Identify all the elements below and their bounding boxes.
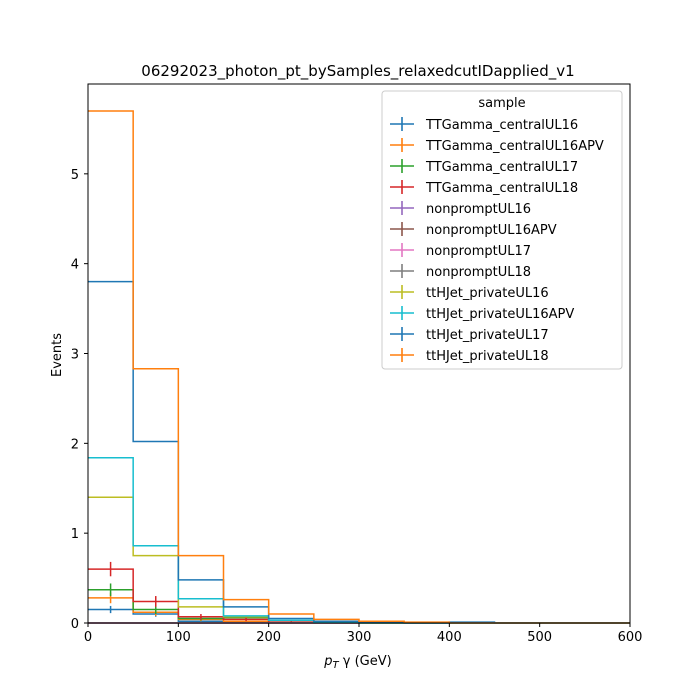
x-axis-label-subscript: T <box>333 660 340 671</box>
legend-label: nonpromptUL17 <box>426 244 531 259</box>
x-tick-label: 200 <box>256 630 281 645</box>
x-tick-label: 100 <box>166 630 191 645</box>
legend-item: ttHJet_privateUL17 <box>390 327 549 343</box>
x-axis-label-main: p <box>323 654 332 669</box>
legend-item: TTGamma_centralUL17 <box>390 159 578 175</box>
legend-item: nonpromptUL16 <box>390 201 531 217</box>
y-tick-label: 5 <box>71 168 79 183</box>
legend-label: ttHJet_privateUL17 <box>426 328 549 343</box>
legend-label: nonpromptUL18 <box>426 265 531 280</box>
y-axis: 0 1 2 3 4 5 <box>71 168 88 632</box>
legend-label: nonpromptUL16 <box>426 202 531 217</box>
legend-item: nonpromptUL18 <box>390 264 531 280</box>
legend-label: TTGamma_centralUL18 <box>425 181 578 196</box>
x-tick-label: 500 <box>527 630 552 645</box>
legend-label: ttHJet_privateUL18 <box>426 349 549 364</box>
legend-label: TTGamma_centralUL16APV <box>425 139 604 154</box>
legend-title: sample <box>478 96 525 111</box>
chart-title: 06292023_photon_pt_bySamples_relaxedcutI… <box>141 62 574 81</box>
x-tick-label: 400 <box>437 630 462 645</box>
legend-items: TTGamma_centralUL16 TTGamma_centralUL16AP… <box>390 117 604 364</box>
legend-item: TTGamma_centralUL16APV <box>390 138 604 154</box>
legend-label: ttHJet_privateUL16APV <box>426 307 574 322</box>
y-tick-label: 4 <box>71 258 79 273</box>
x-axis: 0 100 200 300 400 500 600 <box>84 623 643 645</box>
legend-item: ttHJet_privateUL16 <box>390 285 549 301</box>
legend-label: nonpromptUL16APV <box>426 223 557 238</box>
y-tick-label: 3 <box>71 348 79 363</box>
x-tick-label: 600 <box>618 630 643 645</box>
legend-item: ttHJet_privateUL18 <box>390 348 549 364</box>
legend-label: TTGamma_centralUL17 <box>425 160 578 175</box>
legend-item: nonpromptUL16APV <box>390 222 557 238</box>
legend-item: nonpromptUL17 <box>390 243 531 259</box>
legend-label: ttHJet_privateUL16 <box>426 286 549 301</box>
legend-label: TTGamma_centralUL16 <box>425 118 578 133</box>
x-tick-label: 0 <box>84 630 92 645</box>
x-tick-label: 300 <box>347 630 372 645</box>
legend-box <box>381 90 623 370</box>
y-axis-label: Events <box>50 333 65 377</box>
legend-item: ttHJet_privateUL16APV <box>390 306 574 322</box>
y-tick-label: 0 <box>71 617 79 632</box>
legend-item: TTGamma_centralUL16 <box>390 117 578 133</box>
y-tick-label: 2 <box>71 437 79 452</box>
y-tick-label: 1 <box>71 527 79 542</box>
x-axis-label-rest: γ (GeV) <box>339 654 392 669</box>
x-axis-label: pT γ (GeV) <box>323 654 391 671</box>
legend: sample TTGamma_centralUL16TTGamma_centra… <box>381 90 623 370</box>
legend-item: TTGamma_centralUL18 <box>390 180 578 196</box>
